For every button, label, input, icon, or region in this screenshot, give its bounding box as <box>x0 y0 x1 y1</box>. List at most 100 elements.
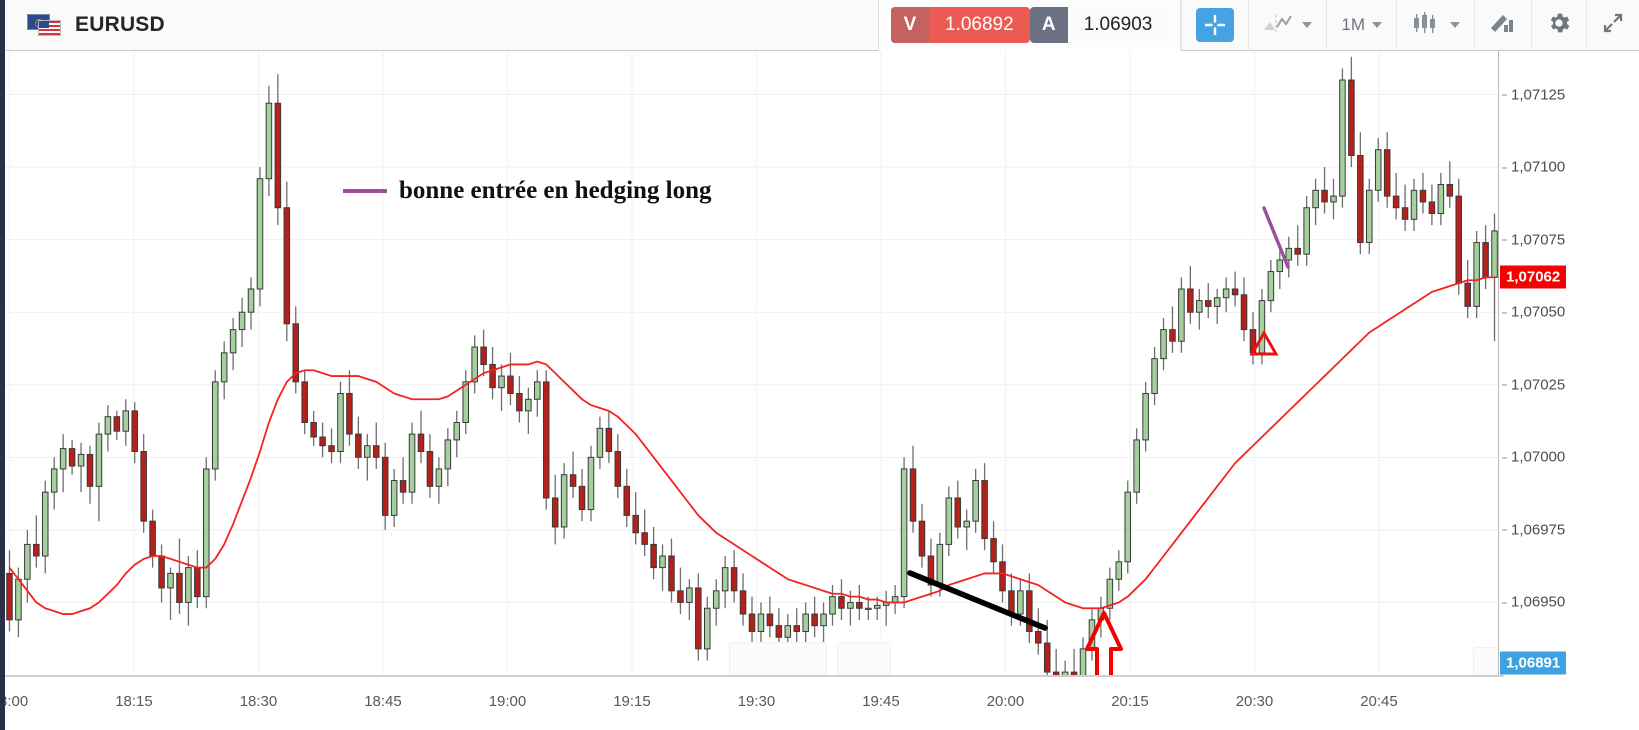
candle-body <box>1079 648 1087 675</box>
candle <box>1035 608 1042 655</box>
candle <box>936 532 944 597</box>
candle-body <box>847 601 854 609</box>
chart-header: EURUSD V 1.06892 A 1.06903 <box>5 0 1639 51</box>
candle-body <box>176 572 183 603</box>
candle-body <box>1312 189 1319 209</box>
candle <box>1383 132 1391 208</box>
candle-body <box>1285 247 1293 261</box>
candle-body <box>372 445 380 458</box>
chevron-down-icon <box>1372 22 1382 28</box>
candle <box>1401 184 1409 231</box>
candle-body <box>721 567 729 592</box>
candle <box>104 405 112 452</box>
candle-body <box>41 491 49 557</box>
candle-body <box>677 590 684 603</box>
candle-body <box>525 398 532 412</box>
candle <box>1008 573 1015 626</box>
candle-body <box>24 543 31 580</box>
candle-body <box>256 178 264 290</box>
fullscreen-button[interactable] <box>1587 0 1639 51</box>
candle <box>1204 283 1212 319</box>
candle <box>1446 161 1454 208</box>
candle <box>167 567 174 620</box>
candle <box>1482 225 1489 289</box>
candle <box>534 370 541 417</box>
candle-body <box>695 587 702 650</box>
candle <box>417 410 425 464</box>
candle <box>1366 178 1373 255</box>
candle-body <box>1383 149 1391 197</box>
candle-body <box>927 555 935 586</box>
candle-body <box>1142 392 1149 441</box>
candle-body <box>1428 201 1436 215</box>
chart-area[interactable]: bonne entrée en hedging long 1,07125 1,07… <box>5 51 1639 730</box>
bid-quote[interactable]: V 1.06892 <box>891 7 1030 43</box>
candle <box>1088 608 1096 661</box>
candle-body <box>1133 439 1140 493</box>
candle <box>560 463 568 539</box>
price-tick: 1,07050 <box>1501 303 1566 321</box>
ask-quote[interactable]: A 1.06903 <box>1029 7 1169 43</box>
candle-body <box>1249 329 1257 354</box>
candle <box>1267 259 1275 313</box>
timeframe-dropdown[interactable]: 1M <box>1327 0 1397 51</box>
candle-body <box>229 329 237 354</box>
symbol-block[interactable]: EURUSD <box>5 13 165 37</box>
gear-icon <box>1546 10 1572 41</box>
candle-body <box>1482 242 1489 278</box>
candle-body <box>793 625 801 632</box>
candle-body <box>766 613 774 627</box>
candle <box>1222 277 1230 313</box>
candle-body <box>1222 288 1230 299</box>
settings-button[interactable] <box>1532 0 1587 51</box>
candle <box>757 602 765 649</box>
candle <box>59 434 67 493</box>
candle-body <box>68 448 76 467</box>
candle-body <box>1374 149 1382 191</box>
candle-body <box>77 453 85 467</box>
crosshair-tool[interactable] <box>1181 0 1250 51</box>
candle-body <box>1321 189 1328 203</box>
candle <box>1178 277 1185 353</box>
candle-style-dropdown[interactable] <box>1397 0 1475 51</box>
candle-body <box>426 451 434 487</box>
price-axis[interactable]: 1,07125 1,07100 1,07075 1,07050 1,07025 1,070… <box>1498 51 1639 730</box>
time-axis[interactable]: 18:00 18:15 18:30 18:45 19:00 19:15 19:30 19:45… <box>5 675 1504 730</box>
candle <box>865 596 872 620</box>
chart-type-dropdown[interactable] <box>1249 0 1328 51</box>
candle-body <box>712 590 720 609</box>
candle <box>1294 225 1301 266</box>
candle <box>292 306 300 394</box>
candle <box>1196 288 1203 330</box>
candle-body <box>1178 288 1185 342</box>
candle-body <box>1303 207 1310 255</box>
price-tick: 1,07125 <box>1501 86 1566 104</box>
candle <box>963 509 970 551</box>
drawing-tool[interactable] <box>1475 0 1532 51</box>
candle <box>1187 265 1194 324</box>
candle-body <box>364 445 371 458</box>
candle <box>1285 236 1293 278</box>
candle <box>1070 648 1078 675</box>
candlestick-plot[interactable] <box>5 51 1499 675</box>
candlestick-icon <box>1411 11 1441 40</box>
candle-body <box>1357 154 1364 244</box>
candle <box>1348 56 1355 168</box>
candle-body <box>784 625 792 638</box>
candle-body <box>730 567 738 592</box>
candle-body <box>900 468 908 598</box>
quote-group: V 1.06892 A 1.06903 <box>878 0 1182 51</box>
candle <box>1276 248 1284 289</box>
candle <box>238 297 246 348</box>
candle <box>113 410 121 440</box>
candle-body <box>838 596 845 609</box>
candle <box>453 410 461 458</box>
candle <box>1061 660 1069 675</box>
candle <box>381 442 389 530</box>
candle <box>918 503 926 568</box>
candle-body <box>1401 207 1409 220</box>
candle-body <box>1455 195 1463 284</box>
candle <box>319 422 326 458</box>
candle <box>408 422 416 504</box>
candle <box>435 457 443 504</box>
